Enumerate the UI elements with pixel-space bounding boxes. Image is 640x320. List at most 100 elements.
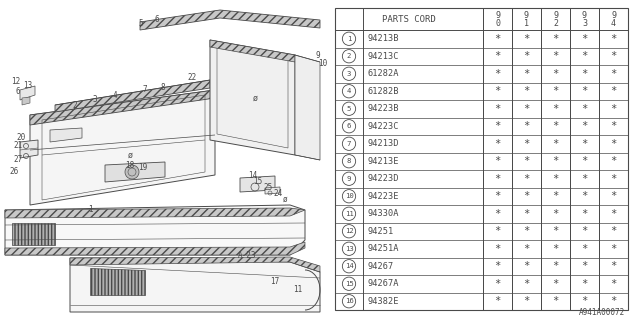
Text: 6: 6 bbox=[155, 15, 159, 25]
Text: *: * bbox=[494, 139, 500, 149]
Text: 15: 15 bbox=[253, 178, 262, 187]
Text: *: * bbox=[524, 34, 530, 44]
Text: 7: 7 bbox=[143, 85, 147, 94]
Polygon shape bbox=[70, 258, 320, 312]
Polygon shape bbox=[295, 55, 320, 160]
Text: 1: 1 bbox=[88, 205, 92, 214]
Text: *: * bbox=[581, 261, 588, 271]
Text: *: * bbox=[524, 104, 530, 114]
Polygon shape bbox=[30, 90, 215, 205]
Text: ø: ø bbox=[283, 195, 287, 204]
Text: 19: 19 bbox=[138, 163, 148, 172]
Polygon shape bbox=[210, 40, 295, 62]
Text: *: * bbox=[552, 34, 559, 44]
Polygon shape bbox=[210, 40, 295, 155]
Text: 11: 11 bbox=[344, 211, 353, 217]
Text: *: * bbox=[524, 261, 530, 271]
Text: 94251A: 94251A bbox=[367, 244, 399, 253]
Text: 13: 13 bbox=[344, 246, 353, 252]
Text: 94223B: 94223B bbox=[367, 104, 399, 113]
Text: *: * bbox=[611, 244, 616, 254]
Text: *: * bbox=[494, 86, 500, 96]
Text: 9: 9 bbox=[553, 11, 558, 20]
Text: *: * bbox=[611, 86, 616, 96]
Text: 94223D: 94223D bbox=[367, 174, 399, 183]
Text: *: * bbox=[581, 279, 588, 289]
Text: *: * bbox=[552, 244, 559, 254]
Text: *: * bbox=[552, 296, 559, 306]
Polygon shape bbox=[20, 140, 38, 158]
Text: 9: 9 bbox=[524, 11, 529, 20]
Text: 5: 5 bbox=[347, 106, 351, 112]
Text: *: * bbox=[581, 244, 588, 254]
Text: *: * bbox=[552, 226, 559, 236]
Text: 9: 9 bbox=[611, 11, 616, 20]
Text: 61282B: 61282B bbox=[367, 87, 399, 96]
Text: *: * bbox=[494, 279, 500, 289]
Text: 9: 9 bbox=[347, 176, 351, 182]
Text: *: * bbox=[581, 104, 588, 114]
Text: 12: 12 bbox=[12, 77, 20, 86]
Text: A-23: A-23 bbox=[237, 251, 256, 260]
Text: 94213D: 94213D bbox=[367, 139, 399, 148]
Text: *: * bbox=[524, 296, 530, 306]
Polygon shape bbox=[140, 10, 320, 30]
Text: *: * bbox=[552, 86, 559, 96]
Text: 26: 26 bbox=[10, 167, 19, 177]
Text: *: * bbox=[552, 209, 559, 219]
Text: *: * bbox=[552, 279, 559, 289]
Text: A941A00072: A941A00072 bbox=[579, 308, 625, 317]
Text: 25: 25 bbox=[264, 183, 273, 193]
Text: 17: 17 bbox=[270, 277, 280, 286]
Text: 1: 1 bbox=[347, 36, 351, 42]
Text: *: * bbox=[494, 296, 500, 306]
Text: 13: 13 bbox=[24, 81, 33, 90]
Text: *: * bbox=[611, 191, 616, 201]
Text: 61282A: 61282A bbox=[367, 69, 399, 78]
Text: 7: 7 bbox=[347, 141, 351, 147]
Text: 8: 8 bbox=[161, 83, 165, 92]
Text: 94330A: 94330A bbox=[367, 209, 399, 218]
Text: 21: 21 bbox=[13, 141, 22, 150]
Text: *: * bbox=[552, 51, 559, 61]
Polygon shape bbox=[22, 97, 30, 105]
Text: 24: 24 bbox=[273, 188, 283, 197]
Text: *: * bbox=[552, 261, 559, 271]
Text: *: * bbox=[552, 191, 559, 201]
Polygon shape bbox=[90, 268, 145, 295]
Text: 4: 4 bbox=[113, 91, 117, 100]
Text: *: * bbox=[524, 279, 530, 289]
Text: *: * bbox=[581, 209, 588, 219]
Text: *: * bbox=[494, 191, 500, 201]
Text: *: * bbox=[581, 296, 588, 306]
Text: *: * bbox=[524, 174, 530, 184]
Text: 4: 4 bbox=[611, 19, 616, 28]
Text: *: * bbox=[524, 244, 530, 254]
Polygon shape bbox=[5, 242, 305, 255]
Polygon shape bbox=[70, 257, 320, 272]
Text: *: * bbox=[611, 104, 616, 114]
Text: *: * bbox=[494, 69, 500, 79]
Text: *: * bbox=[552, 121, 559, 131]
Text: *: * bbox=[524, 156, 530, 166]
Text: 94382E: 94382E bbox=[367, 297, 399, 306]
Text: *: * bbox=[524, 51, 530, 61]
Text: *: * bbox=[494, 104, 500, 114]
Polygon shape bbox=[5, 208, 305, 218]
Text: *: * bbox=[581, 51, 588, 61]
Text: *: * bbox=[524, 226, 530, 236]
Text: ø: ø bbox=[127, 150, 132, 159]
Text: *: * bbox=[552, 104, 559, 114]
Text: *: * bbox=[581, 174, 588, 184]
Text: *: * bbox=[524, 69, 530, 79]
Text: 94213B: 94213B bbox=[367, 34, 399, 43]
Text: *: * bbox=[611, 279, 616, 289]
Text: 14: 14 bbox=[248, 171, 258, 180]
Text: *: * bbox=[581, 69, 588, 79]
Text: ø: ø bbox=[253, 93, 257, 102]
Text: *: * bbox=[611, 139, 616, 149]
Text: *: * bbox=[611, 209, 616, 219]
Text: *: * bbox=[581, 226, 588, 236]
Polygon shape bbox=[12, 223, 55, 245]
Text: 94251: 94251 bbox=[367, 227, 393, 236]
